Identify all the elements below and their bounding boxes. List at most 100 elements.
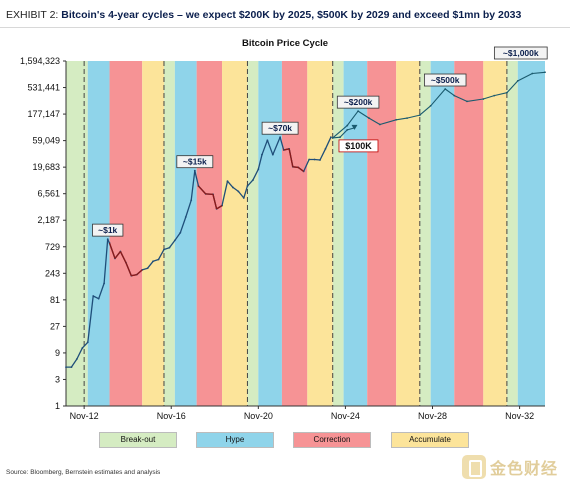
phase-band-hype: [258, 61, 282, 406]
data-point: [418, 114, 421, 116]
data-point: [271, 153, 274, 156]
phase-band-hype: [517, 61, 545, 406]
correction-segment: [197, 185, 207, 195]
phase-band-accumulate: [307, 61, 333, 406]
x-tick-label: Nov-28: [418, 411, 447, 421]
y-tick-label: 59,049: [32, 136, 60, 146]
header-divider: [0, 27, 570, 28]
data-point: [242, 197, 245, 199]
phase-band-accumulate: [396, 61, 420, 406]
annotation-15k: ~$15k: [176, 155, 214, 169]
data-point: [482, 98, 485, 100]
data-point: [257, 168, 260, 171]
data-point: [319, 159, 321, 161]
data-point: [146, 267, 149, 270]
phase-band-break-out: [506, 61, 518, 406]
data-point: [429, 104, 432, 107]
annotation-500k: ~$500k: [424, 73, 467, 87]
data-point: [81, 347, 84, 349]
phase-band-accumulate: [222, 61, 248, 406]
data-point: [324, 147, 327, 150]
annotation-label: ~$1k: [98, 225, 117, 235]
source-note: Source: Bloomberg, Bernstein estimates a…: [6, 469, 161, 476]
correction-segment: [131, 273, 137, 277]
annotation-box: [261, 121, 299, 135]
phase-band-break-out: [247, 61, 259, 406]
phase-band-hype: [174, 61, 197, 406]
correction-segment: [136, 269, 143, 276]
phase-band-break-out: [66, 61, 88, 406]
data-point: [65, 366, 67, 369]
data-point: [184, 216, 187, 218]
data-point: [313, 158, 316, 161]
legend-item-hype: Hype: [196, 432, 274, 448]
exhibit-header: EXHIBIT 2: Bitcoin's 4-year cycles – we …: [6, 9, 521, 21]
data-point: [261, 153, 263, 156]
y-tick-label: 27: [50, 321, 60, 331]
phase-band-correction: [367, 61, 397, 406]
annotation-label: ~$1,000k: [503, 48, 539, 58]
downside-arrow-icon: [351, 124, 358, 130]
x-tick-label: Nov-32: [505, 411, 534, 421]
data-point: [173, 239, 176, 242]
data-point: [232, 186, 234, 189]
data-point: [226, 180, 229, 183]
data-point: [331, 137, 334, 139]
y-tick-label: 2,187: [37, 215, 60, 225]
data-point: [330, 136, 332, 139]
data-point: [544, 71, 546, 74]
y-tick-label: 1: [55, 401, 60, 411]
chart-legend: Break-out Hype Correction Accumulate: [0, 432, 570, 448]
annotation-1000k: ~$1,000k: [493, 46, 548, 60]
data-point: [378, 123, 381, 126]
data-point: [168, 246, 171, 249]
y-tick-label: 6,561: [37, 189, 60, 199]
data-point: [190, 199, 193, 202]
data-point: [466, 100, 468, 103]
data-point: [152, 260, 154, 263]
phase-band-break-out: [163, 61, 175, 406]
series-line-downside-scenario: [332, 127, 355, 139]
annotation-box: [338, 139, 379, 153]
y-tick-label: 19,683: [32, 162, 60, 172]
phase-band-accumulate: [142, 61, 164, 406]
correction-segment: [292, 166, 299, 169]
data-point: [266, 139, 269, 142]
annotation-label: $100K: [345, 141, 372, 151]
annotation-box: [424, 73, 467, 87]
data-point: [346, 129, 349, 131]
correction-segment: [212, 194, 218, 210]
exhibit-label: EXHIBIT 2:: [6, 9, 59, 21]
data-point: [444, 88, 447, 90]
data-point: [237, 190, 240, 193]
exhibit-headline: Bitcoin's 4-year cycles – we expect $200…: [61, 9, 522, 21]
annotation-label: ~$200k: [344, 97, 373, 107]
data-point: [251, 179, 254, 182]
phase-band-accumulate: [483, 61, 507, 406]
data-point: [406, 117, 409, 119]
x-tick-label: Nov-20: [244, 411, 273, 421]
correction-segment: [108, 242, 116, 259]
data-point: [103, 282, 106, 285]
data-point: [86, 341, 89, 344]
x-tick-label: Nov-16: [157, 411, 186, 421]
data-point: [279, 136, 281, 139]
y-tick-label: 3: [55, 374, 60, 384]
data-point: [493, 94, 496, 97]
y-tick-label: 243: [45, 268, 60, 278]
phase-band-break-out: [332, 61, 344, 406]
data-point: [70, 366, 73, 369]
annotation-box: [336, 95, 380, 109]
data-point: [157, 258, 160, 261]
y-tick-label: 729: [45, 242, 60, 252]
phase-band-correction: [454, 61, 484, 406]
data-point: [97, 297, 100, 300]
data-point: [531, 72, 534, 75]
correction-segment: [216, 205, 223, 210]
data-point: [75, 358, 78, 360]
watermark-logo-icon: [462, 455, 486, 479]
y-tick-label: 81: [50, 295, 60, 305]
x-tick-label: Nov-24: [331, 411, 360, 421]
data-point: [246, 185, 249, 187]
legend-item-correction: Correction: [293, 432, 371, 448]
